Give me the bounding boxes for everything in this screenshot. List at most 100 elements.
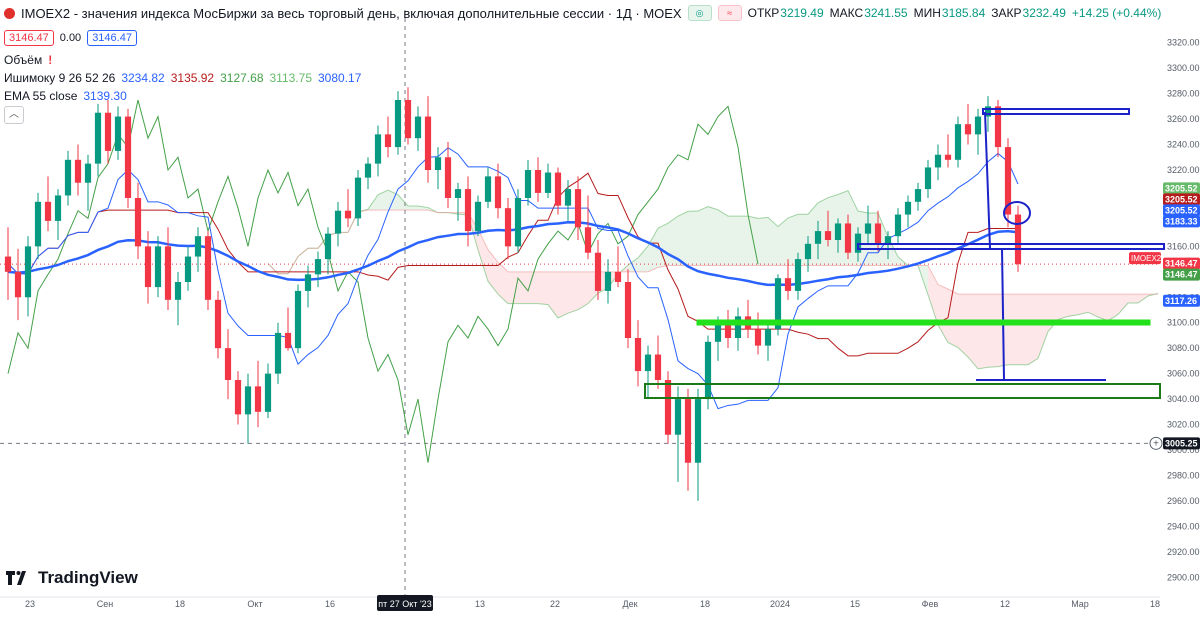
candle-body <box>764 329 772 346</box>
candle-body <box>314 259 322 275</box>
candle-body <box>174 282 182 300</box>
ichimoku-row[interactable]: Ишимоку 9 26 52 26 3234.82 3135.92 3127.… <box>4 71 361 85</box>
candle-body <box>714 325 722 342</box>
candle-body <box>114 116 122 151</box>
candle <box>904 195 912 228</box>
close-value: 3232.49 <box>1022 6 1066 20</box>
candle <box>514 189 522 253</box>
sell-button[interactable]: 3146.47 <box>4 30 54 46</box>
candle <box>164 227 172 310</box>
high-value: 3241.55 <box>864 6 908 20</box>
chevron-up-icon[interactable]: ︿ <box>4 106 24 124</box>
candle <box>34 192 42 260</box>
price-axis-label-box <box>1163 437 1200 450</box>
y-tick-label: 2960.00 <box>1167 496 1200 506</box>
price-axis-label: 3005.25 <box>1165 438 1198 448</box>
candle <box>4 227 12 300</box>
symbol-title[interactable]: IMOEX2 - значения индекса МосБиржи за ве… <box>21 5 682 21</box>
ema-label: EMA 55 close <box>4 89 78 103</box>
candle <box>814 220 822 260</box>
candle <box>1004 138 1012 228</box>
tenkan-sen-line <box>7 147 1019 410</box>
candle-body <box>694 399 702 463</box>
candle <box>944 134 952 168</box>
candle <box>174 271 182 326</box>
candle <box>924 159 932 198</box>
drawing-lower-box <box>644 383 1161 399</box>
candle-body <box>224 348 232 380</box>
candle <box>374 125 382 177</box>
symbol-tag-box <box>1129 252 1161 265</box>
candle-body <box>204 236 212 300</box>
candle-body <box>664 380 672 435</box>
market-status-icon[interactable]: ◎ <box>687 5 712 21</box>
candle <box>204 231 212 310</box>
buy-button[interactable]: 3146.47 <box>87 30 137 46</box>
candle-body <box>254 386 262 412</box>
candle-body <box>564 189 572 206</box>
y-tick-label: 2900.00 <box>1167 572 1200 582</box>
drawing-measure-line <box>1001 247 1005 381</box>
candle <box>384 116 392 158</box>
candle-body <box>334 210 342 234</box>
price-axis-label-box <box>1163 193 1200 206</box>
candle <box>884 231 892 260</box>
y-tick-label: 3020.00 <box>1167 420 1200 430</box>
x-tick-label: Сен <box>97 599 114 609</box>
candle <box>414 106 422 151</box>
x-tick-label: пт 27 Окт '23 <box>378 599 431 609</box>
senkou-span-a-line <box>267 189 1159 370</box>
x-tick-label: 12 <box>1000 599 1010 609</box>
candle <box>324 227 332 275</box>
volume-row[interactable]: Объём ! <box>4 53 52 67</box>
candle <box>764 322 772 361</box>
candle <box>594 240 602 300</box>
y-tick-label: 3060.00 <box>1167 369 1200 379</box>
x-tick-label: 22 <box>550 599 560 609</box>
price-axis-label: 3205.52 <box>1165 183 1198 193</box>
candle-body <box>524 170 532 198</box>
candle-body <box>734 316 742 338</box>
spread-value: 0.00 <box>59 32 82 44</box>
price-axis-background <box>1160 0 1200 615</box>
candle-body <box>914 189 922 202</box>
candle <box>404 87 412 145</box>
change-value: +14.25 (+0.44%) <box>1071 6 1162 20</box>
symbol-header-row: IMOEX2 - значения индекса МосБиржи за ве… <box>4 5 1161 21</box>
candle-body <box>954 124 962 160</box>
candle-body <box>724 325 732 338</box>
candle <box>284 307 292 351</box>
candle-body <box>864 223 872 234</box>
y-tick-label: 3220.00 <box>1167 165 1200 175</box>
volume-warning-icon[interactable]: ! <box>48 53 53 67</box>
tradingview-wordmark: TradingView <box>38 568 138 587</box>
data-warning-icon[interactable]: ≈ <box>717 5 742 21</box>
candle <box>734 307 742 351</box>
candle-body <box>354 177 362 219</box>
x-tick-label: 18 <box>175 599 185 609</box>
candle <box>484 167 492 209</box>
candle-body <box>104 112 112 151</box>
y-tick-label: 3300.00 <box>1167 63 1200 73</box>
candle-body <box>44 201 52 221</box>
candle <box>364 157 372 190</box>
candle-body <box>464 189 472 232</box>
drawing-top-rectangle <box>982 108 1130 115</box>
price-axis-label-box <box>1163 182 1200 195</box>
candle-body <box>814 231 822 244</box>
ema-row[interactable]: EMA 55 close 3139.30 <box>4 89 127 103</box>
candle <box>124 108 132 209</box>
candle <box>934 144 942 181</box>
candle-body <box>604 271 612 291</box>
candle-body <box>184 256 192 282</box>
price-axis-label-box <box>1163 268 1200 281</box>
candle <box>134 182 142 260</box>
ichimoku-value-1: 3234.82 <box>121 71 165 85</box>
candle-body <box>504 208 512 247</box>
candle-body <box>94 112 102 164</box>
candle <box>554 167 562 215</box>
volume-label: Объём <box>4 53 43 67</box>
candle-body <box>304 274 312 291</box>
